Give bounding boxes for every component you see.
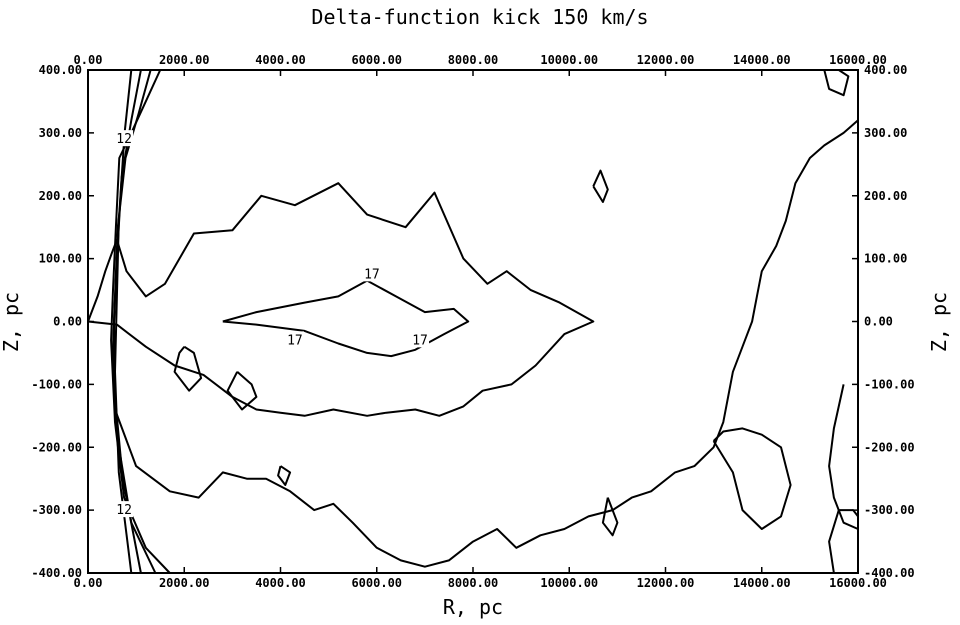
y-tick-left-label: 0.00 — [53, 315, 82, 329]
contour-label-bg — [115, 501, 134, 518]
y-tick-right-label: -200.00 — [864, 440, 915, 454]
x-tick-bottom-label: 12000.00 — [637, 576, 695, 590]
contour-line — [114, 119, 859, 568]
y-ticks-right: 400.00 300.00 200.00 100.00 0.00 -100.00 -200.… — [852, 63, 915, 580]
y-tick-left-label: 200.00 — [39, 189, 82, 203]
x-tick-top-label: 14000.00 — [733, 53, 791, 67]
x-tick-bottom-label: 6000.00 — [351, 576, 402, 590]
x-axis-label: R, pc — [443, 595, 503, 619]
y-tick-right-label: -100.00 — [864, 377, 915, 391]
y-tick-left-label: 300.00 — [39, 126, 82, 140]
x-tick-top-label: 0.00 — [74, 53, 103, 67]
contour-label: 17 — [412, 333, 428, 348]
y-tick-left-label: -200.00 — [31, 440, 82, 454]
y-axis-label-left: Z, pc — [0, 292, 23, 352]
contour-label: 17 — [287, 333, 303, 348]
contour-label-bg — [115, 130, 134, 147]
y-tick-right-label: 400.00 — [864, 63, 907, 77]
x-tick-bottom-label: 16000.00 — [829, 576, 887, 590]
y-tick-right-label: 100.00 — [864, 252, 907, 266]
contour-line — [277, 465, 292, 486]
x-tick-bottom-label: 10000.00 — [540, 576, 598, 590]
y-tick-left-label: 400.00 — [39, 63, 82, 77]
contour-line — [828, 384, 859, 530]
contour-label-bg — [411, 331, 430, 348]
plot-frame — [87, 69, 859, 574]
x-tick-top-label: 6000.00 — [351, 53, 402, 67]
y-tick-left-label: 100.00 — [39, 252, 82, 266]
contour-line — [87, 182, 595, 417]
y-tick-right-label: 200.00 — [864, 189, 907, 203]
x-tick-bottom-label: 14000.00 — [733, 576, 791, 590]
contour-line — [592, 169, 609, 203]
x-tick-top-label: 8000.00 — [448, 53, 499, 67]
x-tick-bottom-label: 8000.00 — [448, 576, 499, 590]
y-axis-label-right: Z, pc — [927, 292, 951, 352]
contour-lines — [87, 69, 859, 574]
contour-line — [222, 279, 470, 358]
contour-label-bg — [285, 331, 304, 348]
contour-line — [173, 345, 203, 392]
y-tick-right-label: -400.00 — [864, 566, 915, 580]
y-tick-right-label: 300.00 — [864, 126, 907, 140]
y-tick-right-label: -300.00 — [864, 503, 915, 517]
contour-line — [823, 69, 850, 97]
y-tick-right-label: 0.00 — [864, 315, 893, 329]
x-tick-top-label: 2000.00 — [159, 53, 210, 67]
contour-labels: 12 12 17 17 17 — [115, 130, 430, 518]
contour-line — [601, 497, 619, 537]
contour-line — [226, 371, 258, 411]
x-tick-top-label: 10000.00 — [540, 53, 598, 67]
x-tick-bottom-label: 2000.00 — [159, 576, 210, 590]
y-tick-left-label: -300.00 — [31, 503, 82, 517]
contour-label: 12 — [116, 503, 132, 518]
contour-label: 12 — [116, 132, 132, 147]
y-tick-left-label: -100.00 — [31, 377, 82, 391]
contour-label: 17 — [364, 267, 380, 282]
x-ticks-top: 0.00 2000.00 4000.00 6000.00 8000.00 10000.00… — [74, 53, 887, 76]
x-tick-bottom-label: 4000.00 — [255, 576, 306, 590]
contour-label-bg — [362, 265, 381, 282]
x-tick-top-label: 4000.00 — [255, 53, 306, 67]
contour-line — [712, 427, 792, 530]
x-tick-top-label: 16000.00 — [829, 53, 887, 67]
y-ticks-left: 400.00 300.00 200.00 100.00 0.00 -100.00 -200.… — [31, 63, 94, 580]
contour-line — [113, 69, 142, 574]
contour-line — [828, 509, 859, 574]
x-tick-top-label: 12000.00 — [637, 53, 695, 67]
chart-title: Delta-function kick 150 km/s — [311, 5, 648, 29]
y-tick-left-label: -400.00 — [31, 566, 82, 580]
x-tick-bottom-label: 0.00 — [74, 576, 103, 590]
x-ticks-bottom: 0.00 2000.00 4000.00 6000.00 8000.00 10000.00… — [74, 567, 887, 590]
